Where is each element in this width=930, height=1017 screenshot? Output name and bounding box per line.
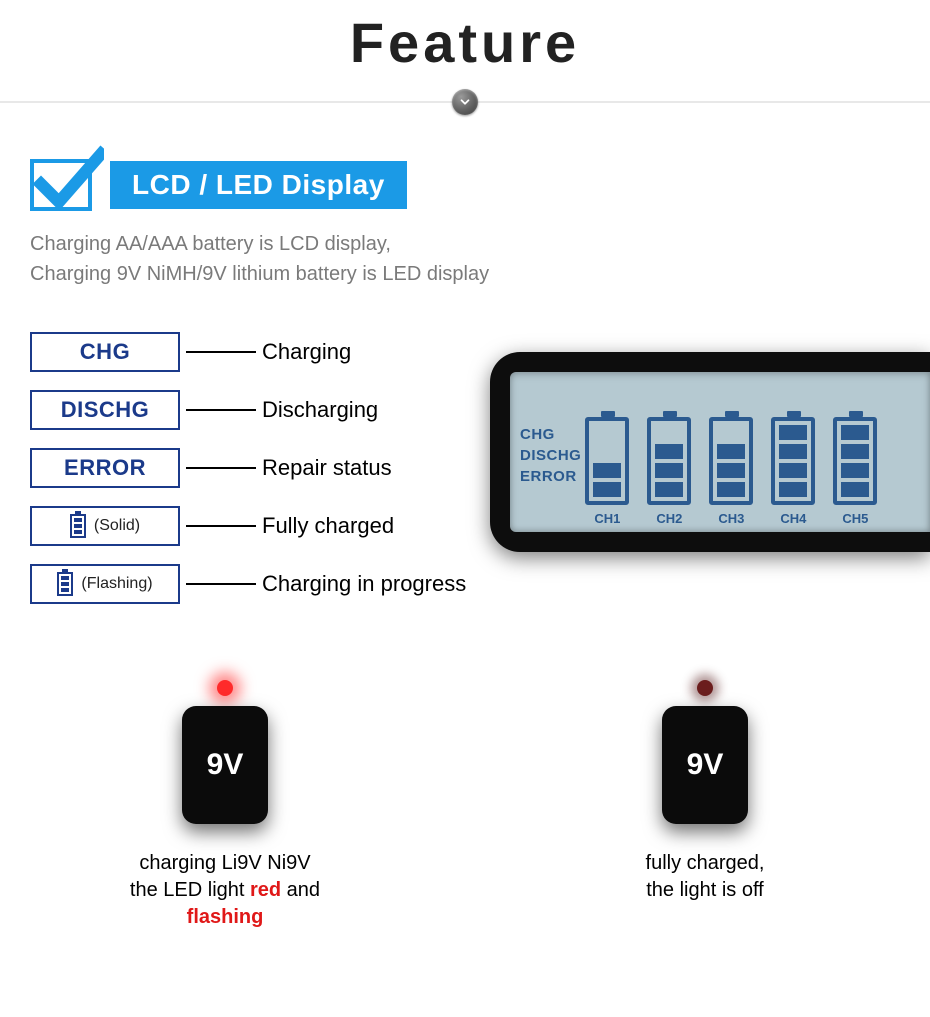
legend-row: (Solid) Fully charged xyxy=(30,504,500,548)
legend-box-sub: (Solid) xyxy=(94,517,140,535)
legend-box: (Flashing) xyxy=(30,564,180,604)
battery-icon xyxy=(833,417,877,505)
feature-badge-row: LCD / LED Display xyxy=(30,159,930,211)
lcd-channel: CH1 xyxy=(585,417,629,528)
lcd-legend-line: DISCHG xyxy=(520,447,581,464)
legend-connector xyxy=(186,467,256,469)
led-indicator-icon xyxy=(217,680,233,696)
lcd-channel-label: CH2 xyxy=(656,511,682,526)
title-divider xyxy=(0,83,930,123)
battery-segment xyxy=(655,463,683,478)
legend-row: DISCHG Discharging xyxy=(30,388,500,432)
check-icon xyxy=(30,159,92,211)
nine-volt-label: 9V xyxy=(687,748,724,782)
subtitle: Charging AA/AAA battery is LCD display, … xyxy=(30,229,930,289)
legend-label: Discharging xyxy=(262,397,378,423)
highlight-text: red xyxy=(250,879,281,901)
lcd-legend-line: CHG xyxy=(520,426,581,443)
battery-segment xyxy=(655,482,683,497)
nine-volt-item: 9V charging Li9V Ni9Vthe LED light red an… xyxy=(95,680,355,931)
lcd-screen: CHG DISCHG ERROR CH1 CH2 CH3 CH4 CH5 xyxy=(510,372,930,532)
lcd-channel-label: CH4 xyxy=(780,511,806,526)
lcd-channels: CH1 CH2 CH3 CH4 CH5 xyxy=(585,382,930,528)
lcd-channel: CH4 xyxy=(771,417,815,528)
nine-volt-block: 9V xyxy=(182,706,268,824)
battery-segment xyxy=(841,482,869,497)
battery-segment xyxy=(655,425,683,440)
subtitle-line-1: Charging AA/AAA battery is LCD display, xyxy=(30,229,930,259)
legend-box-text: CHG xyxy=(80,339,130,365)
charger-device: CHG DISCHG ERROR CH1 CH2 CH3 CH4 CH5 xyxy=(490,352,930,552)
battery-segment xyxy=(779,482,807,497)
chevron-down-icon xyxy=(452,89,478,115)
legend-connector xyxy=(186,583,256,585)
feature-badge: LCD / LED Display xyxy=(110,161,407,209)
lcd-channel-label: CH1 xyxy=(594,511,620,526)
lcd-legend-line: ERROR xyxy=(520,468,581,485)
legend-box: ERROR xyxy=(30,448,180,488)
legend-label: Fully charged xyxy=(262,513,394,539)
battery-segment xyxy=(779,463,807,478)
legend-connector xyxy=(186,351,256,353)
legend-box-text: ERROR xyxy=(64,455,146,481)
legend-connector xyxy=(186,409,256,411)
nine-volt-label: 9V xyxy=(207,748,244,782)
legend-box: (Solid) xyxy=(30,506,180,546)
battery-segment xyxy=(655,444,683,459)
battery-segment xyxy=(841,425,869,440)
battery-icon xyxy=(771,417,815,505)
nine-volt-caption: charging Li9V Ni9Vthe LED light red and … xyxy=(95,850,355,931)
battery-icon xyxy=(585,417,629,505)
legend-row: CHG Charging xyxy=(30,330,500,374)
nine-volt-caption: fully charged,the light is off xyxy=(646,850,765,904)
lcd-channel: CH2 xyxy=(647,417,691,528)
battery-segment xyxy=(717,463,745,478)
battery-segment xyxy=(717,482,745,497)
battery-icon xyxy=(647,417,691,505)
lcd-channel-label: CH5 xyxy=(842,511,868,526)
battery-segment xyxy=(593,482,621,497)
legend-box-text: DISCHG xyxy=(61,397,150,423)
lcd-channel: CH5 xyxy=(833,417,877,528)
legend-label: Charging xyxy=(262,339,351,365)
highlight-text: flashing xyxy=(187,906,264,928)
battery-segment xyxy=(841,463,869,478)
lcd-legend: CHG DISCHG ERROR xyxy=(520,382,585,528)
legend-box: DISCHG xyxy=(30,390,180,430)
title-section: Feature xyxy=(0,0,930,123)
legend-box: CHG xyxy=(30,332,180,372)
legend-row: (Flashing) Charging in progress xyxy=(30,562,500,606)
legend-row: ERROR Repair status xyxy=(30,446,500,490)
lcd-channel-label: CH3 xyxy=(718,511,744,526)
battery-segment xyxy=(717,425,745,440)
battery-icon xyxy=(57,572,73,596)
legend-label: Repair status xyxy=(262,455,392,481)
legend-connector xyxy=(186,525,256,527)
led-indicator-icon xyxy=(697,680,713,696)
page-title: Feature xyxy=(0,10,930,75)
nine-volt-block: 9V xyxy=(662,706,748,824)
legend-box-sub: (Flashing) xyxy=(81,575,152,593)
battery-segment xyxy=(841,444,869,459)
battery-icon xyxy=(709,417,753,505)
legend-label: Charging in progress xyxy=(262,571,466,597)
battery-segment xyxy=(593,444,621,459)
battery-segment xyxy=(593,463,621,478)
battery-segment xyxy=(779,444,807,459)
subtitle-line-2: Charging 9V NiMH/9V lithium battery is L… xyxy=(30,259,930,289)
lcd-channel: CH3 xyxy=(709,417,753,528)
battery-segment xyxy=(593,425,621,440)
battery-icon xyxy=(70,514,86,538)
battery-segment xyxy=(717,444,745,459)
nine-volt-item: 9V fully charged,the light is off xyxy=(575,680,835,931)
battery-segment xyxy=(779,425,807,440)
legend-list: CHG Charging DISCHG Discharging ERROR Repair … xyxy=(30,330,500,620)
nine-volt-row: 9V charging Li9V Ni9Vthe LED light red an… xyxy=(0,680,930,931)
